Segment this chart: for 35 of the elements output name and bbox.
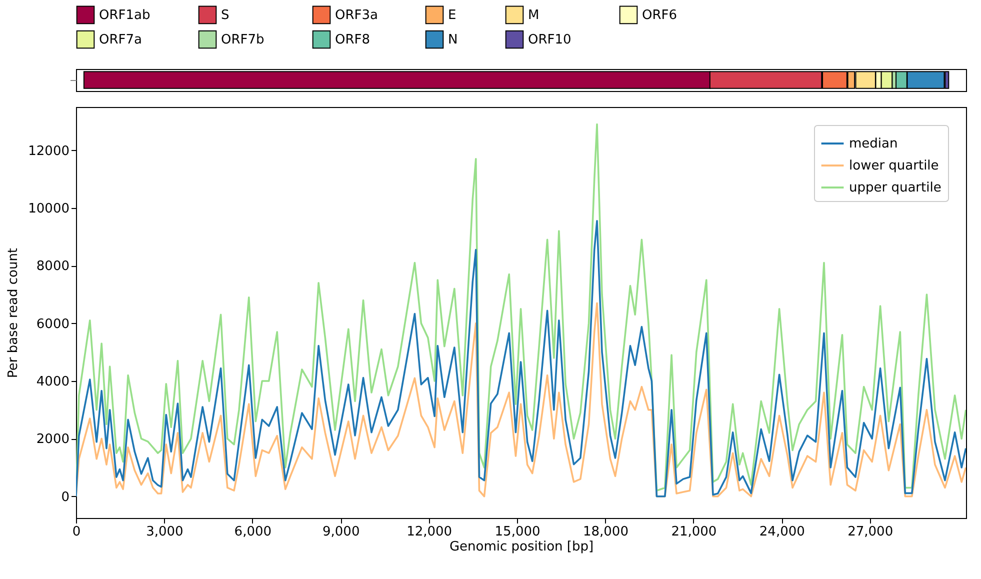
legend-label: median [849, 136, 898, 152]
legend-label: E [448, 8, 456, 23]
x-tick-label: 6,000 [234, 524, 272, 540]
y-tick-label: 10000 [28, 201, 70, 216]
legend-label: M [528, 8, 540, 23]
x-tick-label: 9,000 [322, 524, 360, 540]
x-tick-label: 15,000 [494, 524, 540, 540]
legend-label: ORF10 [528, 32, 572, 48]
legend-label: ORF7a [99, 32, 142, 48]
legend-label: ORF3a [335, 8, 378, 23]
y-tick-label: 0 [61, 490, 70, 505]
x-tick-label: 18,000 [582, 524, 628, 540]
y-axis-title: Per base read count [6, 248, 22, 378]
legend-label: lower quartile [849, 158, 939, 174]
line-series [76, 220, 966, 498]
x-axis-title: Genomic position [bp] [449, 540, 594, 554]
y-tick-label: 4000 [36, 374, 70, 390]
x-tick-label: 3,000 [146, 524, 184, 540]
x-tick-label: 0 [72, 524, 81, 540]
legend-label: N [448, 32, 458, 48]
y-tick-label: 8000 [36, 259, 70, 274]
y-tick-label: 6000 [36, 316, 70, 332]
y-tick-label: 12000 [28, 144, 70, 159]
legend-label: ORF6 [642, 8, 678, 23]
x-tick-label: 12,000 [406, 524, 452, 540]
legend-label: ORF8 [335, 32, 370, 48]
legend-label: S [221, 8, 230, 23]
y-tick-label: 2000 [36, 432, 70, 448]
legend-label: ORF7b [221, 32, 264, 48]
x-tick-label: 21,000 [671, 524, 717, 540]
x-tick-label: 24,000 [759, 524, 805, 540]
line-series [76, 302, 966, 498]
legend-label: upper quartile [849, 180, 942, 196]
legend-label: ORF1ab [99, 8, 150, 23]
x-tick-label: 27,000 [848, 524, 894, 540]
